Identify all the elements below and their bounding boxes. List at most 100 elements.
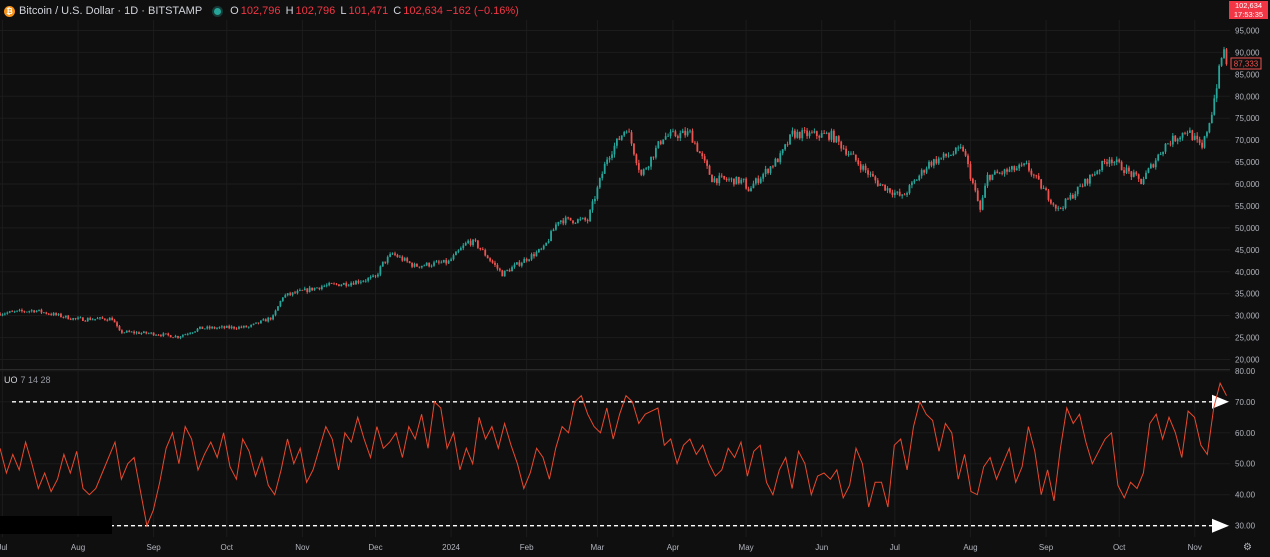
candle-body [318, 287, 321, 290]
candle-body [245, 325, 248, 328]
candle-body [503, 270, 506, 277]
candle-body [611, 154, 613, 158]
candle-body [11, 311, 14, 313]
candle-body [111, 317, 114, 321]
candle-body [915, 179, 918, 181]
candle-body [1208, 123, 1211, 133]
candle-body [1164, 143, 1167, 152]
candle-body [854, 154, 857, 161]
candle-body [1040, 179, 1043, 189]
candle-body [1196, 135, 1199, 140]
candle-body [932, 159, 935, 166]
candle-body [1054, 204, 1057, 209]
time-axis[interactable]: Jul Aug Sep Oct Nov Dec 2024 Feb Mar Apr May Jun Jul… [0, 543, 1202, 552]
candle-body [555, 224, 557, 230]
candle-body [625, 131, 628, 133]
candle-body [281, 297, 284, 301]
candle-body [923, 170, 926, 173]
candle-body [864, 165, 867, 171]
osc-tick-label: 40.00 [1235, 491, 1256, 500]
symbol-title[interactable]: Bitcoin / U.S. Dollar · 1D · BITSTAMP [19, 5, 203, 17]
candle-body [703, 156, 706, 161]
candle-body [879, 184, 882, 186]
gear-icon[interactable]: ⚙ [1243, 542, 1252, 553]
symbol-header[interactable]: ₿ Bitcoin / U.S. Dollar · 1D · BITSTAMP … [4, 3, 521, 19]
black-overlay-box [0, 516, 112, 534]
time-tick-label: Apr [667, 543, 680, 552]
indicator-legend[interactable]: UO 7 14 28 [4, 375, 51, 385]
candle-body [103, 318, 106, 320]
candle-body [957, 147, 960, 149]
candle-body [881, 184, 884, 186]
candle-body [279, 300, 282, 307]
candle-body [806, 130, 808, 137]
candle-body [1037, 175, 1040, 180]
candle-body [647, 166, 650, 169]
candle-body [925, 168, 928, 173]
candle-body [559, 220, 562, 222]
candle-body [235, 328, 238, 330]
candle-body [69, 319, 72, 321]
candle-body [540, 248, 543, 250]
candle-body [316, 287, 318, 289]
candle-body [552, 229, 555, 232]
candle-body [472, 239, 474, 246]
candle-body [130, 331, 133, 333]
candle-body [133, 331, 136, 334]
candle-body [6, 312, 9, 314]
candle-body [1062, 208, 1064, 209]
price-tick-label: 60,000 [1235, 180, 1260, 189]
candle-body [701, 153, 704, 157]
candle-body [823, 133, 826, 134]
price-tick-label: 35,000 [1235, 290, 1260, 299]
candle-body [952, 153, 955, 156]
candle-body [506, 270, 509, 271]
candle-body [708, 165, 711, 175]
candle-body [452, 255, 455, 260]
candle-body [518, 262, 521, 266]
candle-body [296, 290, 299, 294]
candle-body [416, 264, 418, 267]
candle-body [277, 306, 279, 311]
candle-body [145, 331, 148, 334]
candle-body [1154, 160, 1157, 168]
candle-body [272, 315, 274, 320]
candle-body [72, 318, 75, 320]
candle-body [225, 325, 228, 328]
candle-body [1188, 130, 1191, 133]
candle-body [757, 178, 760, 183]
candle-body [413, 264, 416, 267]
candle-body [969, 164, 972, 179]
candle-body [1025, 163, 1028, 164]
time-tick-label: Sep [146, 543, 161, 552]
candle-body [720, 175, 723, 177]
candle-body [981, 197, 984, 210]
candle-body [330, 283, 333, 284]
candle-body [711, 174, 713, 183]
candle-body [211, 326, 214, 329]
oscillator-axis: 80.00 70.00 60.00 50.00 40.00 30.00 [1235, 367, 1256, 531]
candle-body [1162, 151, 1164, 155]
candle-body [99, 317, 101, 319]
candle-body [815, 131, 818, 137]
candle-body [357, 280, 360, 283]
candle-body [893, 192, 896, 195]
candle-body [1179, 137, 1182, 140]
candle-body [157, 334, 160, 336]
candle-body [355, 280, 357, 285]
candle-body [684, 130, 687, 136]
candle-body [1201, 142, 1203, 148]
candle-body [1125, 167, 1128, 173]
candle-body [747, 188, 750, 192]
candle-body [1091, 174, 1094, 176]
candle-body [1176, 139, 1179, 142]
candle-body [798, 131, 801, 139]
candle-body [1108, 159, 1111, 164]
candle-body [832, 130, 835, 143]
candle-body [160, 335, 162, 336]
candle-body [342, 283, 345, 285]
candle-body [474, 239, 477, 241]
candle-body [238, 326, 240, 329]
candle-body [1069, 194, 1072, 200]
